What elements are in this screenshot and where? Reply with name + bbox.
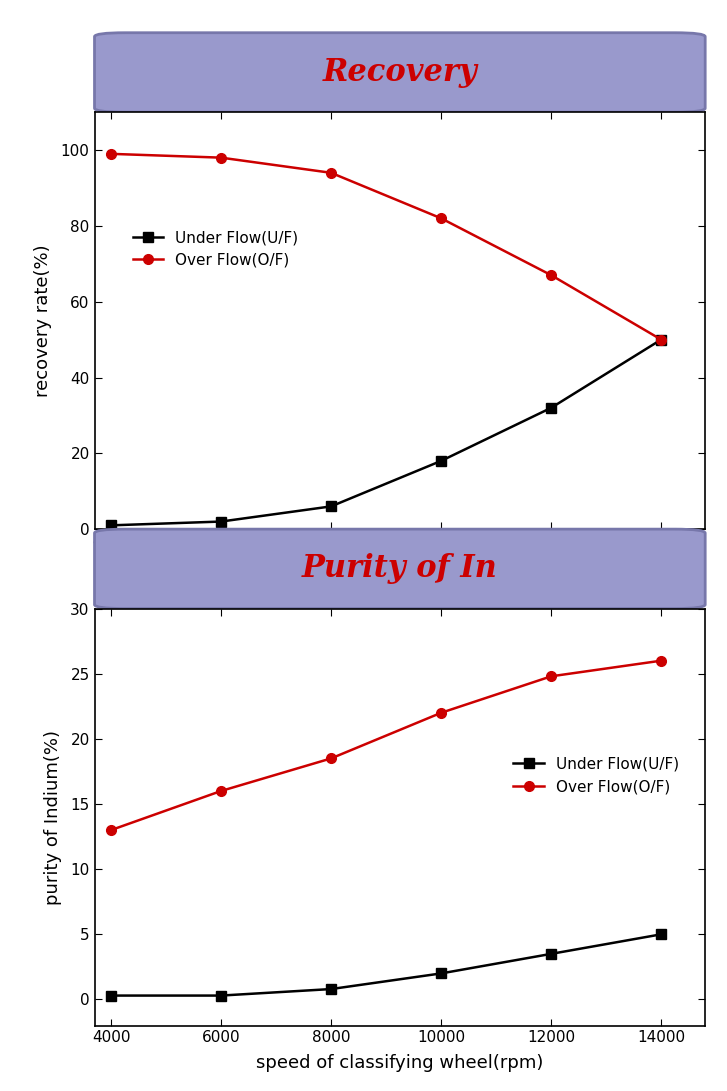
Under Flow(U/F)	[437, 454, 446, 467]
Over Flow(O/F)	[217, 784, 225, 798]
Under Flow(U/F)	[656, 927, 665, 940]
Under Flow(U/F)	[107, 519, 116, 532]
Over Flow(O/F)	[547, 670, 555, 683]
Over Flow(O/F)	[656, 655, 665, 668]
Over Flow(O/F)	[547, 268, 555, 281]
Under Flow(U/F)	[326, 500, 335, 513]
Text: Purity of In: Purity of In	[302, 553, 498, 585]
Under Flow(U/F)	[547, 947, 555, 960]
Under Flow(U/F)	[437, 967, 446, 980]
Line: Over Flow(O/F): Over Flow(O/F)	[106, 656, 666, 835]
FancyBboxPatch shape	[95, 33, 705, 112]
Legend: Under Flow(U/F), Over Flow(O/F): Under Flow(U/F), Over Flow(O/F)	[507, 751, 686, 801]
Y-axis label: purity of Indium(%): purity of Indium(%)	[44, 730, 62, 904]
Text: Recovery: Recovery	[323, 57, 477, 88]
Y-axis label: recovery rate(%): recovery rate(%)	[34, 244, 52, 397]
Over Flow(O/F)	[656, 333, 665, 346]
FancyBboxPatch shape	[95, 529, 705, 609]
Under Flow(U/F)	[326, 983, 335, 996]
Under Flow(U/F)	[217, 515, 225, 528]
X-axis label: speed of classifying wheel(rpm): speed of classifying wheel(rpm)	[256, 1054, 544, 1071]
Over Flow(O/F)	[107, 147, 116, 160]
Under Flow(U/F)	[217, 990, 225, 1003]
Line: Under Flow(U/F): Under Flow(U/F)	[106, 930, 666, 1000]
Under Flow(U/F)	[107, 990, 116, 1003]
Over Flow(O/F)	[437, 212, 446, 225]
Over Flow(O/F)	[437, 706, 446, 719]
Over Flow(O/F)	[217, 151, 225, 164]
Over Flow(O/F)	[326, 752, 335, 765]
Line: Under Flow(U/F): Under Flow(U/F)	[106, 335, 666, 530]
Line: Over Flow(O/F): Over Flow(O/F)	[106, 149, 666, 345]
Under Flow(U/F)	[656, 333, 665, 346]
Under Flow(U/F)	[547, 401, 555, 415]
Legend: Under Flow(U/F), Over Flow(O/F): Under Flow(U/F), Over Flow(O/F)	[126, 224, 305, 274]
Over Flow(O/F)	[326, 166, 335, 179]
X-axis label: speed of classifying wheel(rpm): speed of classifying wheel(rpm)	[256, 558, 544, 575]
Over Flow(O/F)	[107, 824, 116, 837]
